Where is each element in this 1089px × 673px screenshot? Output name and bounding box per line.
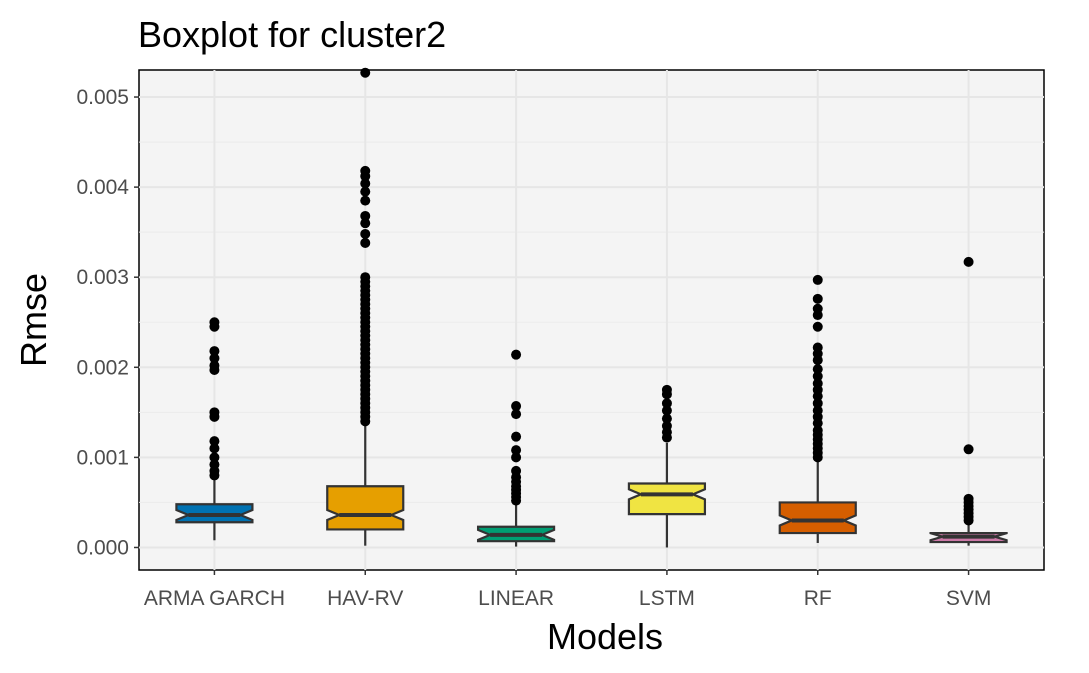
- outlier-point: [209, 470, 220, 481]
- box-svm: [929, 256, 1008, 546]
- outlier-point: [209, 436, 220, 447]
- outlier-point: [812, 391, 823, 402]
- outlier-point: [812, 274, 823, 285]
- outlier-point: [812, 398, 823, 409]
- outlier-point: [360, 228, 371, 239]
- box-body: [326, 485, 405, 531]
- outlier-point: [360, 237, 371, 248]
- outlier-point: [511, 431, 522, 442]
- outlier-point: [511, 452, 522, 463]
- outlier-point: [209, 452, 220, 463]
- box-rf: [778, 274, 857, 543]
- y-tick-label: 0.000: [76, 536, 129, 559]
- x-tick-label: SVM: [946, 587, 992, 610]
- outlier-point: [661, 398, 672, 409]
- chart-title: Boxplot for cluster2: [138, 14, 447, 55]
- outlier-point: [209, 321, 220, 332]
- outlier-point: [812, 310, 823, 321]
- y-tick-label: 0.002: [76, 356, 129, 379]
- outlier-point: [360, 195, 371, 206]
- y-tick-label: 0.004: [76, 176, 129, 199]
- outlier-point: [963, 256, 974, 267]
- x-tick-label: HAV-RV: [327, 587, 403, 610]
- outlier-point: [360, 186, 371, 197]
- y-tick-label: 0.001: [76, 446, 129, 469]
- x-tick-label: LSTM: [639, 587, 695, 610]
- outlier-point: [360, 416, 371, 427]
- box-hav-rv: [326, 67, 405, 546]
- outlier-point: [511, 349, 522, 360]
- outlier-point: [661, 413, 672, 424]
- outlier-point: [661, 405, 672, 416]
- outlier-point: [812, 418, 823, 429]
- outlier-point: [209, 411, 220, 422]
- outlier-point: [661, 389, 672, 400]
- outlier-point: [360, 210, 371, 221]
- outlier-point: [209, 365, 220, 375]
- y-tick-label: 0.005: [76, 86, 129, 109]
- outlier-point: [360, 67, 371, 78]
- outlier-point: [661, 432, 672, 443]
- outlier-point: [963, 515, 974, 526]
- box-body: [778, 501, 857, 535]
- outlier-point: [209, 346, 220, 357]
- outlier-point: [360, 178, 371, 189]
- outlier-point: [209, 443, 220, 454]
- boxes-layer: [175, 67, 1008, 548]
- x-axis: ARMA GARCH HAV-RV LINEAR LSTM RF SVM: [144, 570, 992, 610]
- plot-panel: [138, 69, 1045, 571]
- outlier-point: [209, 353, 220, 364]
- outlier-point: [360, 171, 371, 182]
- outlier-point: [511, 401, 522, 412]
- outlier-point: [812, 364, 823, 375]
- outlier-point: [360, 218, 371, 229]
- outlier-point: [812, 321, 823, 332]
- x-tick-label: RF: [804, 587, 832, 610]
- box-linear: [476, 349, 556, 547]
- outlier-point: [511, 445, 522, 456]
- x-tick-label: LINEAR: [478, 587, 554, 610]
- outlier-point: [812, 371, 823, 382]
- box-arma-garch: [175, 317, 254, 541]
- outlier-point: [963, 444, 974, 455]
- grid-minor: [139, 141, 1044, 503]
- box-lstm: [627, 384, 707, 548]
- grid-major: [139, 70, 1044, 570]
- y-axis: 0.000 0.001 0.002 0.003 0.004 0.005: [76, 86, 139, 559]
- box-body: [627, 482, 707, 516]
- outlier-point: [511, 409, 522, 420]
- x-axis-title: Models: [547, 616, 663, 657]
- outlier-point: [812, 293, 823, 304]
- outlier-point: [812, 452, 823, 463]
- outlier-point: [812, 355, 823, 366]
- x-tick-label: ARMA GARCH: [144, 587, 285, 610]
- y-tick-label: 0.003: [76, 266, 129, 289]
- outlier-point: [511, 495, 522, 506]
- y-axis-title: Rmse: [13, 273, 54, 367]
